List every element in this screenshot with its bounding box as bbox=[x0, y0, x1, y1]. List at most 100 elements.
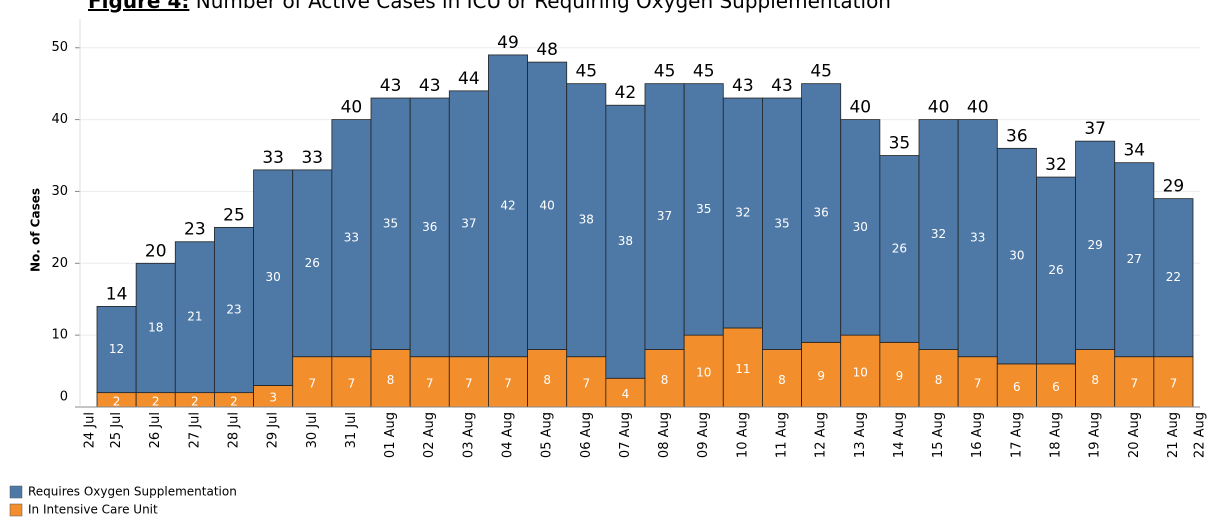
bar-segment bbox=[722, 97, 763, 329]
segment-label: 2 bbox=[230, 394, 238, 408]
total-label: 49 bbox=[497, 33, 519, 53]
segment-label: 8 bbox=[543, 373, 551, 387]
x-tick-label: 21 Aug bbox=[1166, 412, 1181, 458]
x-tick-label: 10 Aug bbox=[735, 412, 750, 458]
y-tick-label: 10 bbox=[51, 328, 68, 343]
x-tick-label: 29 Jul bbox=[266, 412, 281, 448]
x-tick-label: 04 Aug bbox=[501, 412, 516, 458]
x-tick-label: 28 Jul bbox=[227, 412, 242, 448]
bar-segment bbox=[1075, 140, 1116, 350]
x-tick-label: 11 Aug bbox=[775, 412, 790, 458]
x-tick-label: 02 Aug bbox=[422, 412, 437, 458]
segment-label: 37 bbox=[657, 209, 672, 223]
segment-label: 26 bbox=[305, 256, 320, 270]
x-edge-label: 22 Aug bbox=[1193, 412, 1208, 458]
segment-label: 18 bbox=[148, 320, 163, 334]
legend-swatch bbox=[9, 503, 23, 517]
bar-segment bbox=[683, 334, 724, 408]
total-label: 42 bbox=[615, 83, 637, 103]
total-label: 29 bbox=[1163, 177, 1185, 197]
segment-label: 38 bbox=[618, 234, 633, 248]
total-label: 14 bbox=[106, 284, 128, 304]
bar-segment bbox=[957, 119, 998, 358]
legend-label: Requires Oxygen Supplementation bbox=[28, 485, 237, 499]
y-tick-label: 30 bbox=[51, 184, 68, 199]
x-tick-label: 26 Jul bbox=[148, 412, 163, 448]
y-axis-label: No. of Cases bbox=[29, 188, 43, 272]
segment-label: 9 bbox=[896, 369, 904, 383]
bar-segment bbox=[1153, 198, 1194, 358]
segment-label: 29 bbox=[1088, 238, 1103, 252]
segment-label: 27 bbox=[1127, 252, 1142, 266]
segment-label: 36 bbox=[422, 220, 437, 234]
bar-segment bbox=[214, 226, 254, 394]
total-label: 33 bbox=[262, 148, 284, 168]
title-text: Number of Active Cases in ICU or Requiri… bbox=[196, 0, 891, 13]
bar-segment bbox=[605, 104, 646, 379]
segment-label: 30 bbox=[266, 270, 281, 284]
segment-label: 7 bbox=[582, 376, 590, 390]
total-label: 35 bbox=[889, 134, 911, 154]
bar-segment bbox=[135, 262, 176, 394]
x-tick-label: 08 Aug bbox=[657, 412, 672, 458]
bar-segment bbox=[996, 147, 1037, 365]
segment-label: 6 bbox=[1052, 380, 1060, 394]
total-label: 23 bbox=[184, 220, 206, 240]
segment-label: 21 bbox=[187, 310, 202, 324]
bar-segment bbox=[96, 306, 137, 394]
bar-segment bbox=[370, 97, 411, 350]
segment-label: 33 bbox=[344, 231, 359, 245]
segment-label: 30 bbox=[853, 220, 868, 234]
segment-label: 32 bbox=[735, 206, 750, 220]
segment-label: 8 bbox=[661, 373, 669, 387]
y-tick-label: 20 bbox=[51, 256, 68, 271]
total-label: 45 bbox=[810, 62, 832, 82]
total-label: 43 bbox=[380, 76, 402, 96]
bar-segment bbox=[605, 377, 646, 408]
total-label: 45 bbox=[575, 62, 597, 82]
total-label: 40 bbox=[849, 98, 871, 118]
bar-segment bbox=[409, 97, 450, 358]
total-label: 40 bbox=[967, 98, 989, 118]
legend-label: In Intensive Care Unit bbox=[28, 503, 158, 517]
bar-segment bbox=[683, 83, 724, 336]
total-label: 33 bbox=[301, 148, 323, 168]
segment-label: 7 bbox=[348, 376, 356, 390]
x-tick-label: 14 Aug bbox=[892, 412, 907, 458]
segment-label: 4 bbox=[622, 387, 630, 401]
chart-title: Figure 4: Number of Active Cases in ICU … bbox=[88, 0, 891, 13]
segment-label: 7 bbox=[308, 376, 316, 390]
segment-label: 32 bbox=[931, 227, 946, 241]
x-tick-label: 16 Aug bbox=[970, 412, 985, 458]
segment-label: 7 bbox=[465, 376, 473, 390]
y-tick-label: 0 bbox=[60, 390, 68, 405]
bar-segment bbox=[174, 241, 215, 394]
segment-label: 7 bbox=[1170, 376, 1178, 390]
total-label: 48 bbox=[536, 40, 558, 60]
x-tick-label: 20 Aug bbox=[1127, 412, 1142, 458]
y-tick-label: 40 bbox=[51, 112, 68, 127]
x-tick-label: 06 Aug bbox=[579, 412, 594, 458]
total-label: 32 bbox=[1045, 155, 1067, 175]
segment-label: 8 bbox=[778, 373, 786, 387]
segment-label: 2 bbox=[113, 394, 121, 408]
bar-segment bbox=[644, 83, 685, 350]
segment-label: 37 bbox=[461, 216, 476, 230]
x-tick-label: 25 Jul bbox=[109, 412, 124, 448]
total-label: 43 bbox=[732, 76, 754, 96]
legend-swatch bbox=[9, 485, 23, 499]
total-label: 43 bbox=[419, 76, 441, 96]
segment-label: 42 bbox=[500, 198, 515, 212]
title-prefix: Figure 4: bbox=[88, 0, 189, 13]
bar-segment bbox=[566, 83, 607, 358]
total-label: 25 bbox=[223, 205, 245, 225]
segment-label: 2 bbox=[152, 394, 160, 408]
segment-label: 6 bbox=[1013, 380, 1021, 394]
total-label: 45 bbox=[654, 62, 676, 82]
segment-label: 35 bbox=[774, 216, 789, 230]
bar-segment bbox=[448, 90, 489, 358]
total-label: 36 bbox=[1006, 126, 1028, 146]
segment-label: 30 bbox=[1009, 249, 1024, 263]
segment-label: 35 bbox=[696, 202, 711, 216]
